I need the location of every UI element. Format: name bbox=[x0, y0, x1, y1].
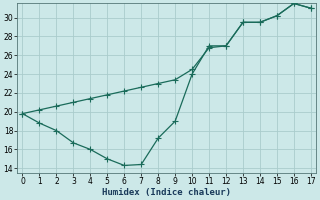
X-axis label: Humidex (Indice chaleur): Humidex (Indice chaleur) bbox=[102, 188, 231, 197]
